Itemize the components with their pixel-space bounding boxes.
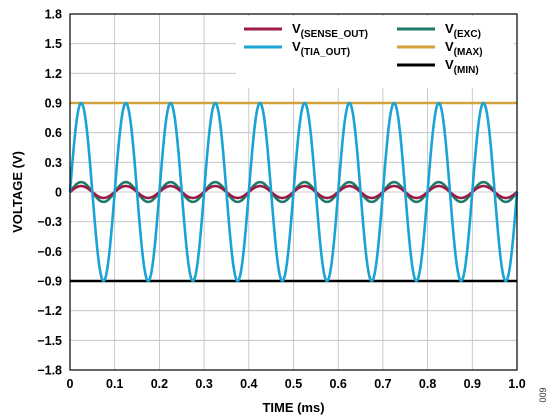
legend-label-exc: V(EXC) bbox=[445, 21, 481, 40]
y-tick-label: −0.3 bbox=[37, 215, 62, 229]
y-tick-label: 0.3 bbox=[45, 156, 62, 170]
x-tick-label: 0.1 bbox=[106, 377, 123, 391]
y-tick-label: −0.6 bbox=[37, 245, 62, 259]
x-tick-label: 1.0 bbox=[508, 377, 525, 391]
plot-frame bbox=[69, 13, 518, 371]
y-tick-label: 1.8 bbox=[45, 8, 62, 22]
y-axis-title: VOLTAGE (V) bbox=[10, 151, 25, 233]
legend: V(SENSE_OUT)V(TIA_OUT) V(EXC)V(MAX)V(MIN) bbox=[236, 16, 514, 88]
legend-background bbox=[236, 16, 514, 88]
figure-number: 009 bbox=[538, 387, 548, 402]
x-axis-title: TIME (ms) bbox=[262, 400, 324, 415]
y-tick-labels: 1.8 1.5 1.2 0.9 0.6 0.3 0 −0.3 −0.6 −0.9 −1.2 −1.5 −… bbox=[37, 8, 62, 378]
legend-label-tia-out: V(TIA_OUT) bbox=[292, 39, 350, 58]
y-tick-label: −1.2 bbox=[37, 304, 62, 318]
x-tick-label: 0.6 bbox=[330, 377, 347, 391]
y-tick-label: −0.9 bbox=[37, 275, 62, 289]
legend-label-max: V(MAX) bbox=[445, 39, 483, 58]
x-tick-label: 0.7 bbox=[374, 377, 391, 391]
x-tick-label: 0.9 bbox=[464, 377, 481, 391]
legend-label-min: V(MIN) bbox=[445, 57, 479, 76]
x-tick-label: 0.4 bbox=[240, 377, 257, 391]
series-layer bbox=[68, 101, 519, 283]
y-tick-label: 1.5 bbox=[45, 37, 62, 51]
y-tick-label: 0.9 bbox=[45, 97, 62, 111]
y-tick-label: 0.6 bbox=[45, 126, 62, 140]
x-tick-label: 0.3 bbox=[195, 377, 212, 391]
x-tick-labels: 0 0.1 0.2 0.3 0.4 0.5 0.6 0.7 0.8 0.9 1.0 bbox=[67, 377, 526, 391]
series-line-tia-out bbox=[68, 101, 519, 283]
x-tick-label: 0 bbox=[67, 377, 74, 391]
y-tick-label: −1.5 bbox=[37, 334, 62, 348]
x-tick-label: 0.5 bbox=[285, 377, 302, 391]
y-tick-label: 0 bbox=[55, 186, 62, 200]
legend-label-sense-out: V(SENSE_OUT) bbox=[292, 21, 368, 40]
y-tick-label: −1.8 bbox=[37, 364, 62, 378]
x-tick-label: 0.2 bbox=[151, 377, 168, 391]
y-tick-label: 1.2 bbox=[45, 67, 62, 81]
x-tick-label: 0.8 bbox=[419, 377, 436, 391]
